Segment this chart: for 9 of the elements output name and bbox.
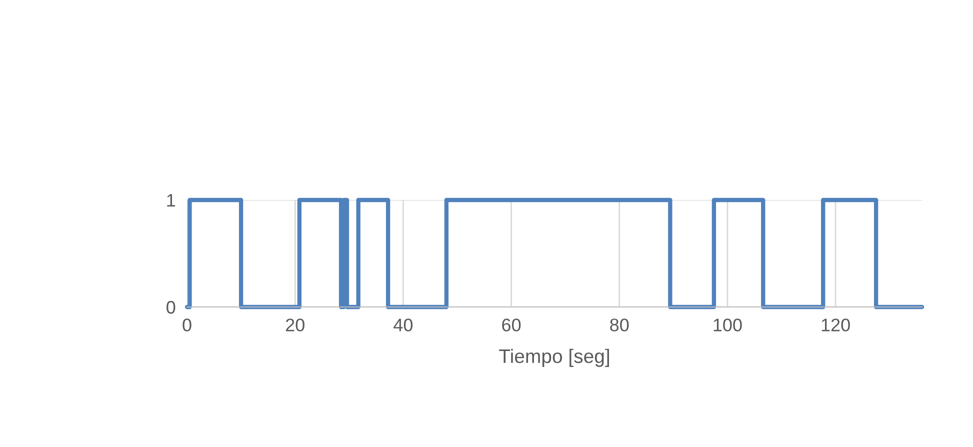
y-tick-label: 1	[167, 194, 176, 207]
x-axis-title: Tiempo [seg]	[499, 348, 609, 367]
x-tick-label: 0	[182, 318, 192, 332]
x-tick-label: 60	[502, 318, 521, 332]
x-tick-label: 120	[822, 318, 850, 332]
x-tick-label: 40	[394, 318, 413, 332]
x-tick-label: 80	[610, 318, 629, 332]
x-tick-label: 100	[714, 318, 742, 332]
x-tick-label: 20	[286, 318, 304, 332]
